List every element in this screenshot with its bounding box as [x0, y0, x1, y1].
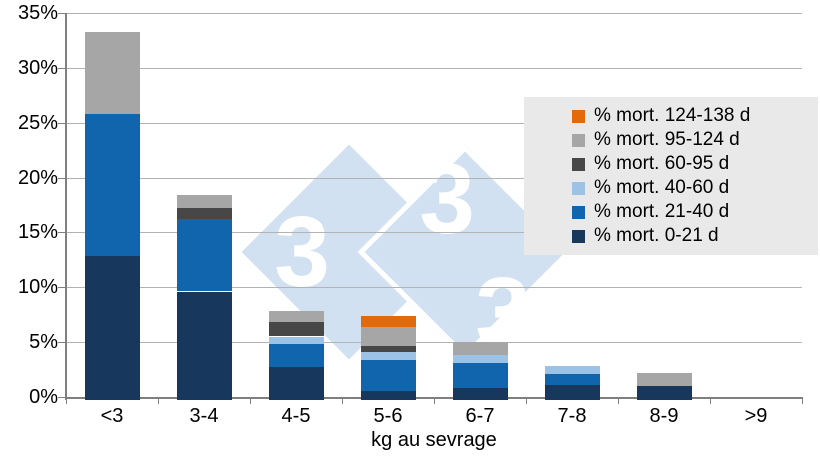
bar-segment	[636, 386, 692, 400]
bar-segment	[360, 345, 416, 352]
y-axis-tick	[58, 397, 66, 398]
legend-swatch	[572, 109, 585, 123]
bar-segment	[452, 363, 508, 388]
bar-segment	[360, 360, 416, 391]
bar-segment	[176, 208, 232, 219]
gridline	[66, 13, 802, 14]
x-tick-label: 4-5	[281, 405, 311, 427]
legend-swatch	[572, 205, 585, 219]
legend: % mort. 124-138 d % mort. 95-124 d % mort.…	[524, 97, 818, 255]
legend-label: % mort. 40-60 d	[594, 177, 730, 198]
bar-segment	[544, 374, 600, 385]
legend-label: % mort. 60-95 d	[594, 153, 730, 174]
y-tick-label: 5%	[29, 331, 58, 353]
y-tick-label: 25%	[17, 112, 58, 134]
bar-segment	[452, 355, 508, 363]
bar-segment	[84, 114, 140, 256]
gridline	[66, 68, 802, 69]
x-axis-tick	[618, 397, 619, 404]
x-tick-label: >9	[744, 405, 768, 427]
bar-segment	[84, 255, 140, 400]
bar-segment	[176, 292, 232, 400]
y-tick-label: 10%	[17, 276, 58, 298]
y-axis-line	[65, 13, 67, 400]
x-tick-label: 8-9	[649, 405, 679, 427]
watermark-3-glyph: 3	[419, 143, 475, 255]
legend-label: % mort. 0-21 d	[594, 225, 719, 246]
legend-item: % mort. 95-124 d	[572, 128, 818, 152]
legend-item: % mort. 124-138 d	[572, 104, 818, 128]
bar-segment	[360, 316, 416, 327]
x-axis-tick	[158, 397, 159, 404]
watermark-3-glyph: 3	[274, 196, 330, 308]
bar-segment	[176, 195, 232, 208]
y-tick-label: 0%	[29, 386, 58, 408]
y-tick-label: 35%	[17, 2, 58, 24]
gridline	[66, 287, 802, 288]
x-axis-tick	[342, 397, 343, 404]
legend-item: % mort. 60-95 d	[572, 152, 818, 176]
x-axis-title: kg au sevrage	[371, 429, 497, 451]
bar-segment	[268, 337, 324, 344]
x-axis-tick	[434, 397, 435, 404]
x-tick-label: 6-7	[465, 405, 495, 427]
bar-segment	[268, 311, 324, 322]
bar-segment	[360, 390, 416, 400]
gridline	[66, 178, 802, 179]
bar-segment	[360, 352, 416, 360]
x-axis-tick	[710, 397, 711, 404]
y-axis-tick	[58, 178, 66, 179]
bar-segment	[268, 343, 324, 367]
y-axis-tick	[58, 287, 66, 288]
bar-segment	[268, 322, 324, 336]
x-axis-line	[65, 397, 802, 399]
y-axis-tick	[58, 342, 66, 343]
gridline	[66, 123, 802, 124]
legend-swatch	[572, 181, 585, 195]
legend-label: % mort. 124-138 d	[594, 105, 751, 126]
gridline	[66, 342, 802, 343]
x-tick-label: 5-6	[373, 405, 403, 427]
bar-segment	[452, 388, 508, 400]
bar-segment	[636, 373, 692, 386]
y-axis-tick	[58, 232, 66, 233]
y-tick-label: 20%	[17, 167, 58, 189]
bar-segment	[452, 342, 508, 355]
legend-item: % mort. 21-40 d	[572, 200, 818, 224]
x-tick-label: 3-4	[189, 405, 219, 427]
x-axis-tick	[526, 397, 527, 404]
y-axis-tick	[58, 13, 66, 14]
y-tick-label: 15%	[17, 221, 58, 243]
gridline	[66, 232, 802, 233]
legend-swatch	[572, 157, 585, 171]
legend-swatch	[572, 229, 585, 243]
x-tick-label: <3	[100, 405, 124, 427]
bar-segment	[544, 366, 600, 374]
legend-item: % mort. 0-21 d	[572, 224, 818, 248]
y-axis-tick	[58, 68, 66, 69]
x-axis-tick	[250, 397, 251, 404]
y-axis-tick	[58, 123, 66, 124]
bar-segment	[84, 32, 140, 114]
legend-item: % mort. 40-60 d	[572, 176, 818, 200]
x-axis-tick	[802, 397, 803, 404]
bar-segment	[176, 219, 232, 291]
legend-swatch	[572, 133, 585, 147]
x-tick-label: 7-8	[557, 405, 587, 427]
x-axis-tick	[66, 397, 67, 404]
legend-label: % mort. 21-40 d	[594, 201, 730, 222]
legend-label: % mort. 95-124 d	[594, 129, 740, 150]
bar-segment	[360, 327, 416, 346]
bar-segment	[544, 385, 600, 400]
bar-segment	[268, 367, 324, 400]
y-tick-label: 30%	[17, 57, 58, 79]
